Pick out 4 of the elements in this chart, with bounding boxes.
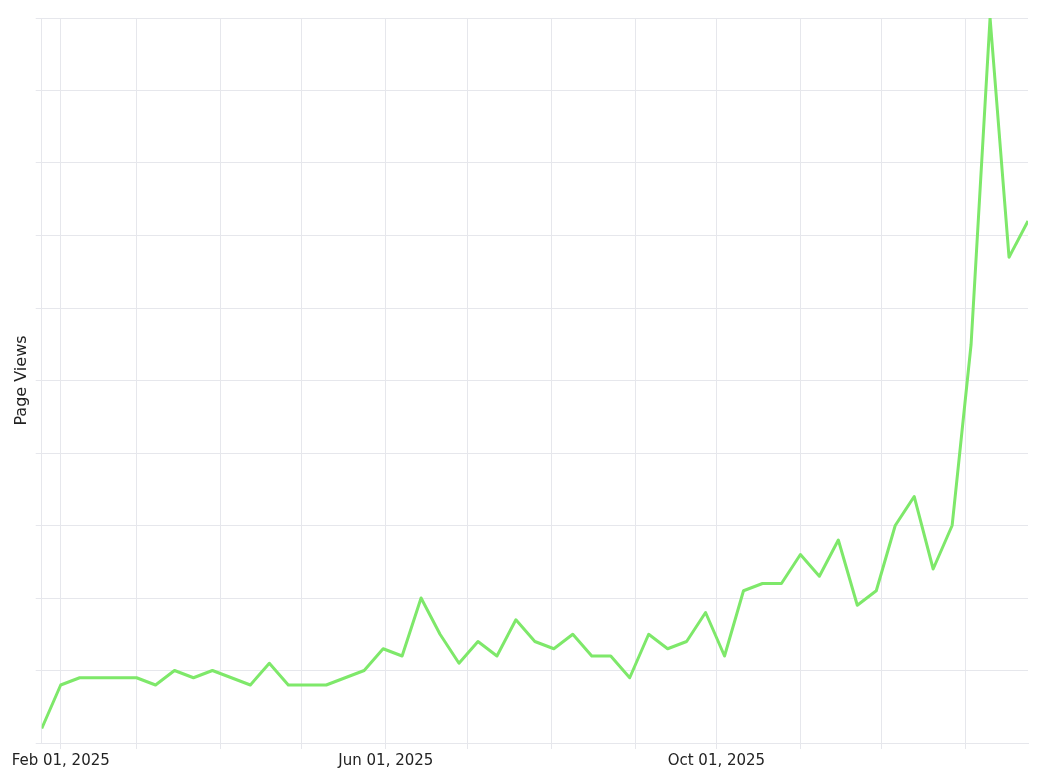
y-axis-title: Page Views (11, 335, 31, 426)
x-tick-label: Feb 01, 2025 (11, 750, 110, 769)
x-tick-label: Jun 01, 2025 (337, 750, 434, 769)
x-tick-label: Oct 01, 2025 (667, 750, 766, 769)
